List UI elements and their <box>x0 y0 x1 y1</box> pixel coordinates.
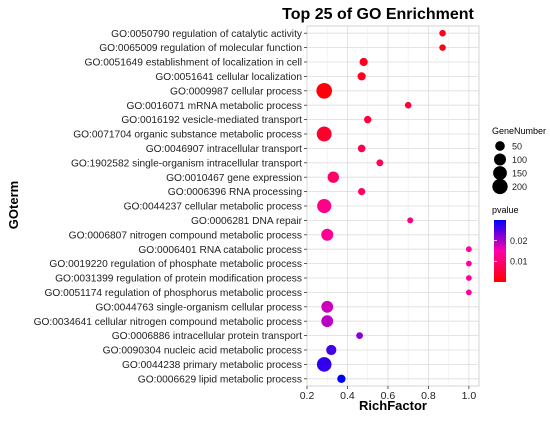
data-point <box>326 344 337 356</box>
x-tick-label: 0.2 <box>300 390 315 402</box>
y-tick-label: GO:0031399 regulation of protein modific… <box>55 274 302 285</box>
data-point <box>321 228 334 241</box>
y-tick-label: GO:0051649 establishment of localization… <box>85 58 302 69</box>
grid-lines <box>306 26 479 386</box>
y-tick-label: GO:0006401 RNA catabolic process <box>138 245 302 256</box>
data-point <box>321 315 334 328</box>
data-point <box>439 44 446 51</box>
size-legend-title: GeneNumber <box>492 126 546 136</box>
size-legend: GeneNumber 50 100 150 200 <box>492 126 546 195</box>
y-tick-label: GO:0006886 intracellular protein transpo… <box>112 331 302 342</box>
data-point <box>358 188 366 196</box>
color-legend-label: 0.02 <box>510 236 528 246</box>
data-point <box>407 217 414 224</box>
y-tick-label: GO:0016071 mRNA metabolic process <box>126 101 302 112</box>
data-point <box>465 275 472 281</box>
y-tick-label: GO:0044237 cellular metabolic process <box>124 202 302 213</box>
y-tick-label: GO:0044238 primary metabolic process <box>122 360 302 371</box>
chart-title: Top 25 of GO Enrichment <box>282 6 474 23</box>
data-point <box>357 144 366 153</box>
data-point <box>316 83 332 99</box>
y-tick-label: GO:0010467 gene expression <box>166 173 302 184</box>
size-legend-label: 150 <box>512 169 527 179</box>
y-tick-labels: GO:0050790 regulation of catalytic activ… <box>34 29 307 385</box>
y-tick-label: GO:0006629 lipid metabolic process <box>138 374 302 385</box>
x-axis-title: RichFactor <box>359 398 427 413</box>
y-tick-label: GO:0065009 regulation of molecular funct… <box>99 43 302 54</box>
y-tick-label: GO:0034641 cellular nitrogen compound me… <box>34 317 302 328</box>
data-point <box>465 246 472 253</box>
size-legend-dot <box>493 166 507 180</box>
data-point <box>327 171 339 183</box>
y-tick-label: GO:0006281 DNA repair <box>191 216 303 227</box>
color-legend-label: 0.01 <box>510 257 528 267</box>
size-legend-label: 50 <box>512 142 522 152</box>
y-tick-label: GO:0016192 vesicle-mediated transport <box>121 115 302 126</box>
size-legend-label: 100 <box>512 155 527 165</box>
data-point <box>337 374 346 383</box>
x-tick-label: 0.8 <box>421 390 436 402</box>
y-tick-label: GO:0090304 nucleic acid metabolic proces… <box>103 346 302 357</box>
color-legend-title: pvalue <box>492 205 519 215</box>
data-point <box>317 198 332 214</box>
pvalue-colorbar <box>494 220 506 282</box>
size-legend-label: 200 <box>512 182 527 192</box>
y-tick-label: GO:0051641 cellular localization <box>155 72 302 83</box>
y-tick-label: GO:0046907 intracellular transport <box>146 144 302 155</box>
y-tick-label: GO:0019220 regulation of phosphate metab… <box>49 259 302 270</box>
x-axis: 0.2 0.4 0.6 0.8 1.0 <box>300 386 477 402</box>
data-point <box>404 101 412 109</box>
x-tick-label: 1.0 <box>462 390 477 402</box>
y-tick-label: GO:0050790 regulation of catalytic activ… <box>111 29 303 40</box>
data-point <box>321 300 334 313</box>
y-tick-label: GO:0044763 single-organism cellular proc… <box>95 302 302 313</box>
y-tick-label: GO:1902582 single-organism intracellular… <box>71 158 302 169</box>
x-tick-label: 0.6 <box>381 390 396 402</box>
y-tick-label: GO:0006396 RNA processing <box>168 187 303 198</box>
data-point <box>359 57 368 67</box>
size-legend-dot <box>495 141 505 151</box>
y-tick-label: GO:0006807 nitrogen compound metabolic p… <box>69 230 302 241</box>
size-legend-dot <box>494 153 506 166</box>
data-point <box>465 260 472 267</box>
y-tick-label: GO:0051174 regulation of phosphorus meta… <box>45 288 303 299</box>
size-legend-dot <box>492 178 508 195</box>
data-point <box>364 115 372 124</box>
y-tick-label: GO:0071704 organic substance metabolic p… <box>73 130 302 141</box>
y-axis-title: GOterm <box>6 181 21 229</box>
data-point <box>439 29 446 37</box>
data-point <box>316 126 332 142</box>
data-point <box>465 289 472 296</box>
data-points <box>316 29 472 383</box>
x-tick-label: 0.4 <box>340 390 355 402</box>
data-point <box>357 72 366 81</box>
data-point <box>356 332 363 339</box>
data-point <box>376 159 384 167</box>
y-tick-label: GO:0009987 cellular process <box>170 86 302 97</box>
color-legend: pvalue 0.01 0.02 <box>492 205 528 282</box>
data-point <box>316 357 332 372</box>
